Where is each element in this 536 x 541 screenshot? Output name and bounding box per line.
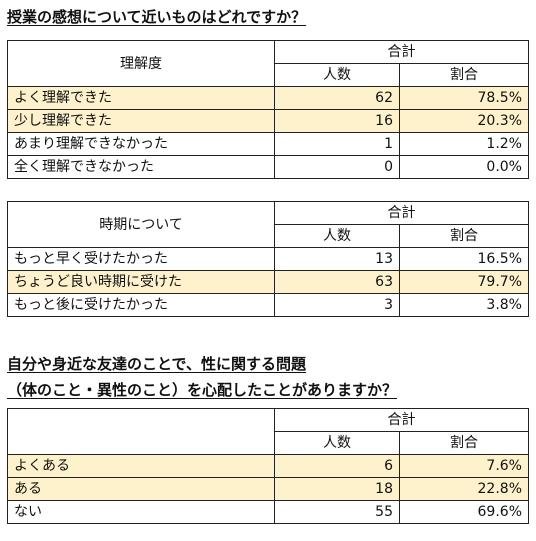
row-label: もっと早く受けたかった <box>7 247 275 271</box>
total-header: 合計 <box>274 408 529 432</box>
count-cell: 62 <box>274 86 400 110</box>
percent-cell: 1.2% <box>399 132 529 156</box>
row-label: もっと後に受けたかった <box>7 293 275 317</box>
percent-cell: 78.5% <box>399 86 529 110</box>
row-label: 全く理解できなかった <box>7 155 275 179</box>
count-cell: 16 <box>274 109 400 133</box>
count-cell: 3 <box>274 293 400 317</box>
percent-header: 割合 <box>399 63 529 87</box>
label-column-header: 理解度 <box>7 40 275 87</box>
row-label: ちょうど良い時期に受けた <box>7 270 275 294</box>
timing-table: 時期について 合計 人数 割合 もっと早く受けたかった 13 16.5% ちょうど良い… <box>7 201 529 317</box>
question-2-title-line2: （体のこと・異性のこと）を心配したことがありますか？ <box>7 381 398 399</box>
percent-cell: 7.6% <box>399 454 529 478</box>
label-column-header <box>7 408 275 455</box>
percent-header: 割合 <box>399 224 529 248</box>
total-header: 合計 <box>274 40 529 64</box>
percent-cell: 20.3% <box>399 109 529 133</box>
percent-cell: 16.5% <box>399 247 529 271</box>
percent-cell: 0.0% <box>399 155 529 179</box>
table-row: もっと後に受けたかった 3 3.8% <box>7 293 529 317</box>
label-column-header: 時期について <box>7 201 275 248</box>
count-cell: 0 <box>274 155 400 179</box>
count-header: 人数 <box>274 431 400 455</box>
total-header: 合計 <box>274 201 529 225</box>
table-row: ない 55 69.6% <box>7 500 529 524</box>
percent-cell: 79.7% <box>399 270 529 294</box>
concern-table: 合計 人数 割合 よくある 6 7.6% ある 18 22.8% ない 55 69.6% <box>7 408 529 524</box>
table-row: よくある 6 7.6% <box>7 454 529 478</box>
count-cell: 18 <box>274 477 400 501</box>
percent-cell: 3.8% <box>399 293 529 317</box>
row-label: ない <box>7 500 275 524</box>
row-label: あまり理解できなかった <box>7 132 275 156</box>
understanding-table: 理解度 合計 人数 割合 よく理解できた 62 78.5% 少し理解できた 16 20.3… <box>7 40 529 179</box>
row-label: よく理解できた <box>7 86 275 110</box>
table-row: 全く理解できなかった 0 0.0% <box>7 155 529 179</box>
percent-cell: 69.6% <box>399 500 529 524</box>
row-label: よくある <box>7 454 275 478</box>
table-row: あまり理解できなかった 1 1.2% <box>7 132 529 156</box>
row-label: ある <box>7 477 275 501</box>
table-row: もっと早く受けたかった 13 16.5% <box>7 247 529 271</box>
question-2-title-line1: 自分や身近な友達のことで、性に関する問題 <box>7 355 306 373</box>
count-cell: 6 <box>274 454 400 478</box>
count-cell: 13 <box>274 247 400 271</box>
table-row: 少し理解できた 16 20.3% <box>7 109 529 133</box>
count-cell: 63 <box>274 270 400 294</box>
count-header: 人数 <box>274 63 400 87</box>
count-cell: 55 <box>274 500 400 524</box>
table-row: よく理解できた 62 78.5% <box>7 86 529 110</box>
count-cell: 1 <box>274 132 400 156</box>
row-label: 少し理解できた <box>7 109 275 133</box>
question-1-title: 授業の感想について近いものはどれですか？ <box>7 8 307 26</box>
percent-cell: 22.8% <box>399 477 529 501</box>
table-row: ちょうど良い時期に受けた 63 79.7% <box>7 270 529 294</box>
count-header: 人数 <box>274 224 400 248</box>
table-row: ある 18 22.8% <box>7 477 529 501</box>
percent-header: 割合 <box>399 431 529 455</box>
